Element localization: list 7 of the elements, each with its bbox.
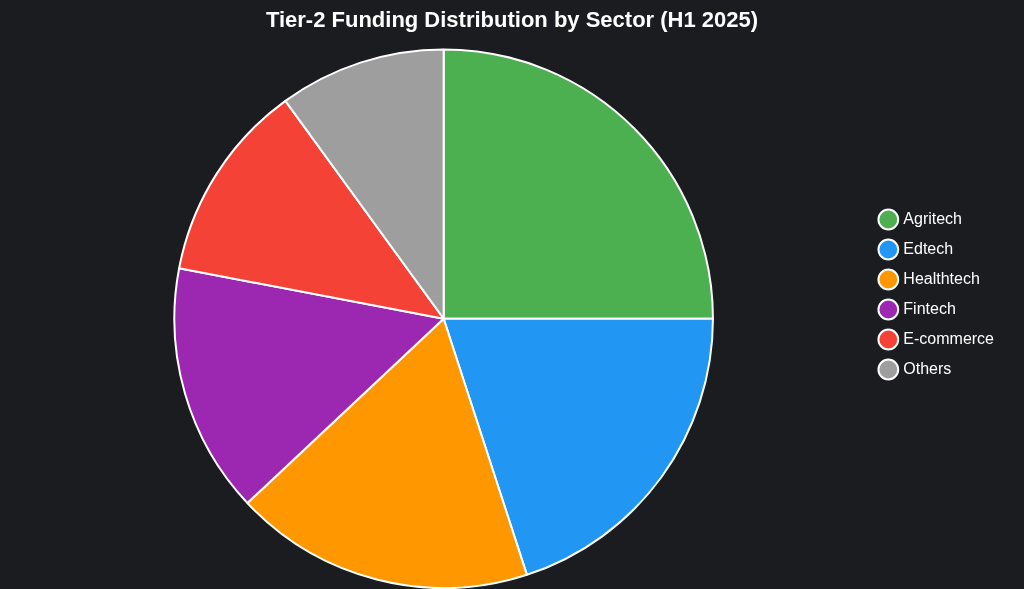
legend-label: Edtech xyxy=(903,239,954,257)
legend-label: Fintech xyxy=(903,299,956,317)
legend-label: E-commerce xyxy=(903,329,995,347)
legend-label: Healthtech xyxy=(903,269,980,287)
chart-title: Tier-2 Funding Distribution by Sector (H1 2025) xyxy=(265,7,759,33)
legend-label: Others xyxy=(903,359,952,377)
legend-label: Agritech xyxy=(903,209,963,227)
